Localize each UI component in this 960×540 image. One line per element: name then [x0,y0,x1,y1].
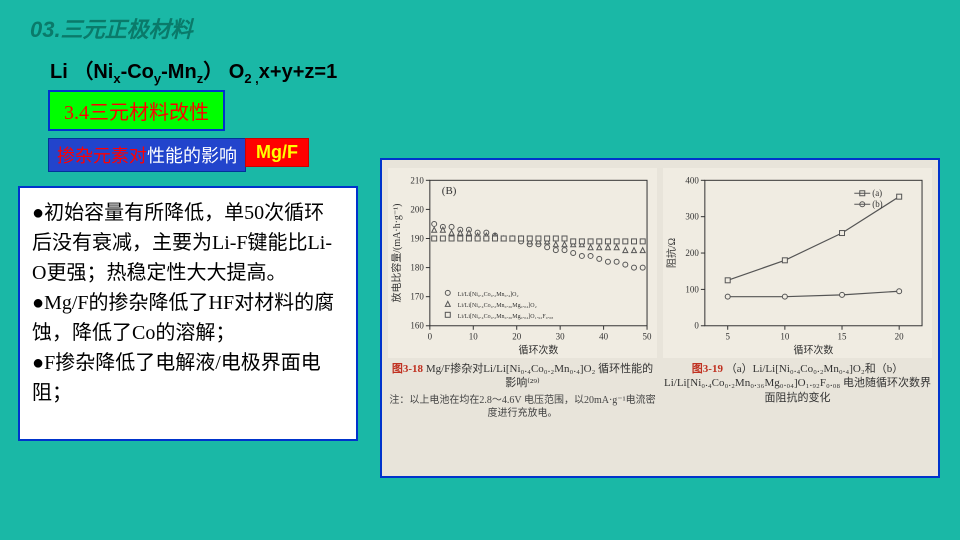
svg-text:210: 210 [410,175,424,185]
chart-left-wrap: 0 10 20 30 40 50 160 170 180 190 200 210 循环次数 放电比容量/(… [388,168,657,468]
caption-2: 图3-19 （a）Li/Li[Ni₀.₄Co₀.₂Mn₀.₄]O₂和（b）Li/… [663,362,932,405]
svg-text:100: 100 [685,284,699,294]
chart-note: 注：以上电池在均在2.8～4.6V 电压范围，以20mA·g⁻¹电流密度进行充放… [388,394,657,420]
influence-white: 性能的影响 [147,146,237,166]
chemical-formula: Li （Nix-Coy-Mnz） O2 ,x+y+z=1 [50,55,337,86]
svg-text:30: 30 [556,332,565,342]
svg-text:20: 20 [895,332,904,342]
description-box: ●初始容量有所降低，单50次循环后没有衰减，主要为Li-F键能比Li-O更强；热… [18,186,358,441]
caption-1: 图3-18 Mg/F掺杂对Li/Li[Ni₀.₄Co₀.₂Mn₀.₄]O₂ 循环… [388,362,657,391]
section-heading: 3.4三元材料改性 [48,90,225,131]
svg-text:160: 160 [410,321,424,331]
bullet-3: ●F掺杂降低了电解液/电极界面电阻； [32,348,344,408]
svg-text:(a): (a) [872,188,882,198]
svg-text:循环次数: 循环次数 [794,344,834,357]
svg-text:放电比容量/(mA·h·g⁻¹): 放电比容量/(mA·h·g⁻¹) [390,204,403,303]
svg-text:0: 0 [428,332,433,342]
svg-text:400: 400 [685,175,699,185]
svg-text:300: 300 [685,212,699,222]
svg-text:10: 10 [780,332,789,342]
svg-text:10: 10 [469,332,478,342]
svg-text:190: 190 [410,233,424,243]
svg-text:170: 170 [410,292,424,302]
bullet-1: ●初始容量有所降低，单50次循环后没有衰减，主要为Li-F键能比Li-O更强；热… [32,198,344,288]
svg-text:Li/Li[Ni₀.₄Co₀.₂Mn₀.₄]O₂: Li/Li[Ni₀.₄Co₀.₂Mn₀.₄]O₂ [458,292,519,298]
cycle-capacity-chart: 0 10 20 30 40 50 160 170 180 190 200 210 循环次数 放电比容量/(… [388,168,657,358]
svg-text:循环次数: 循环次数 [519,344,559,357]
impedance-chart: 51015200100200300400循环次数阻抗/Ω(a)(b) [663,168,932,358]
influence-label: 掺杂元素对性能的影响 [48,138,246,172]
svg-text:Li/Li[Ni₀.₄Co₀.₂Mn₀.₃₆Mg₀.₀₄]O: Li/Li[Ni₀.₄Co₀.₂Mn₀.₃₆Mg₀.₀₄]O₂ [458,303,537,309]
svg-text:200: 200 [685,248,699,258]
mgf-label: Mg/F [245,138,309,167]
svg-text:15: 15 [838,332,847,342]
svg-text:50: 50 [643,332,652,342]
bullet-2: ●Mg/F的掺杂降低了HF对材料的腐蚀，降低了Co的溶解； [32,288,344,348]
svg-text:200: 200 [410,204,424,214]
svg-text:0: 0 [694,321,699,331]
svg-text:阻抗/Ω: 阻抗/Ω [665,238,678,268]
page-title: 03.三元正极材料 [30,12,193,44]
chart-right-wrap: 51015200100200300400循环次数阻抗/Ω(a)(b) 图3-19… [663,168,932,468]
influence-red: 掺杂元素对 [57,146,147,166]
svg-text:5: 5 [725,332,730,342]
svg-text:(b): (b) [872,199,882,209]
svg-text:40: 40 [599,332,608,342]
svg-text:Li/Li[Ni₀.₄Co₀.₂Mn₀.₃₆Mg₀.₀₄]O: Li/Li[Ni₀.₄Co₀.₂Mn₀.₃₆Mg₀.₀₄]O₁.₉₂F₀.₀₈ [458,314,554,320]
svg-text:180: 180 [410,263,424,273]
svg-text:(B): (B) [442,185,457,197]
svg-text:20: 20 [512,332,521,342]
figure-panel: 01020304050160170180190200210循环次数放电比容量/(… [380,158,940,478]
